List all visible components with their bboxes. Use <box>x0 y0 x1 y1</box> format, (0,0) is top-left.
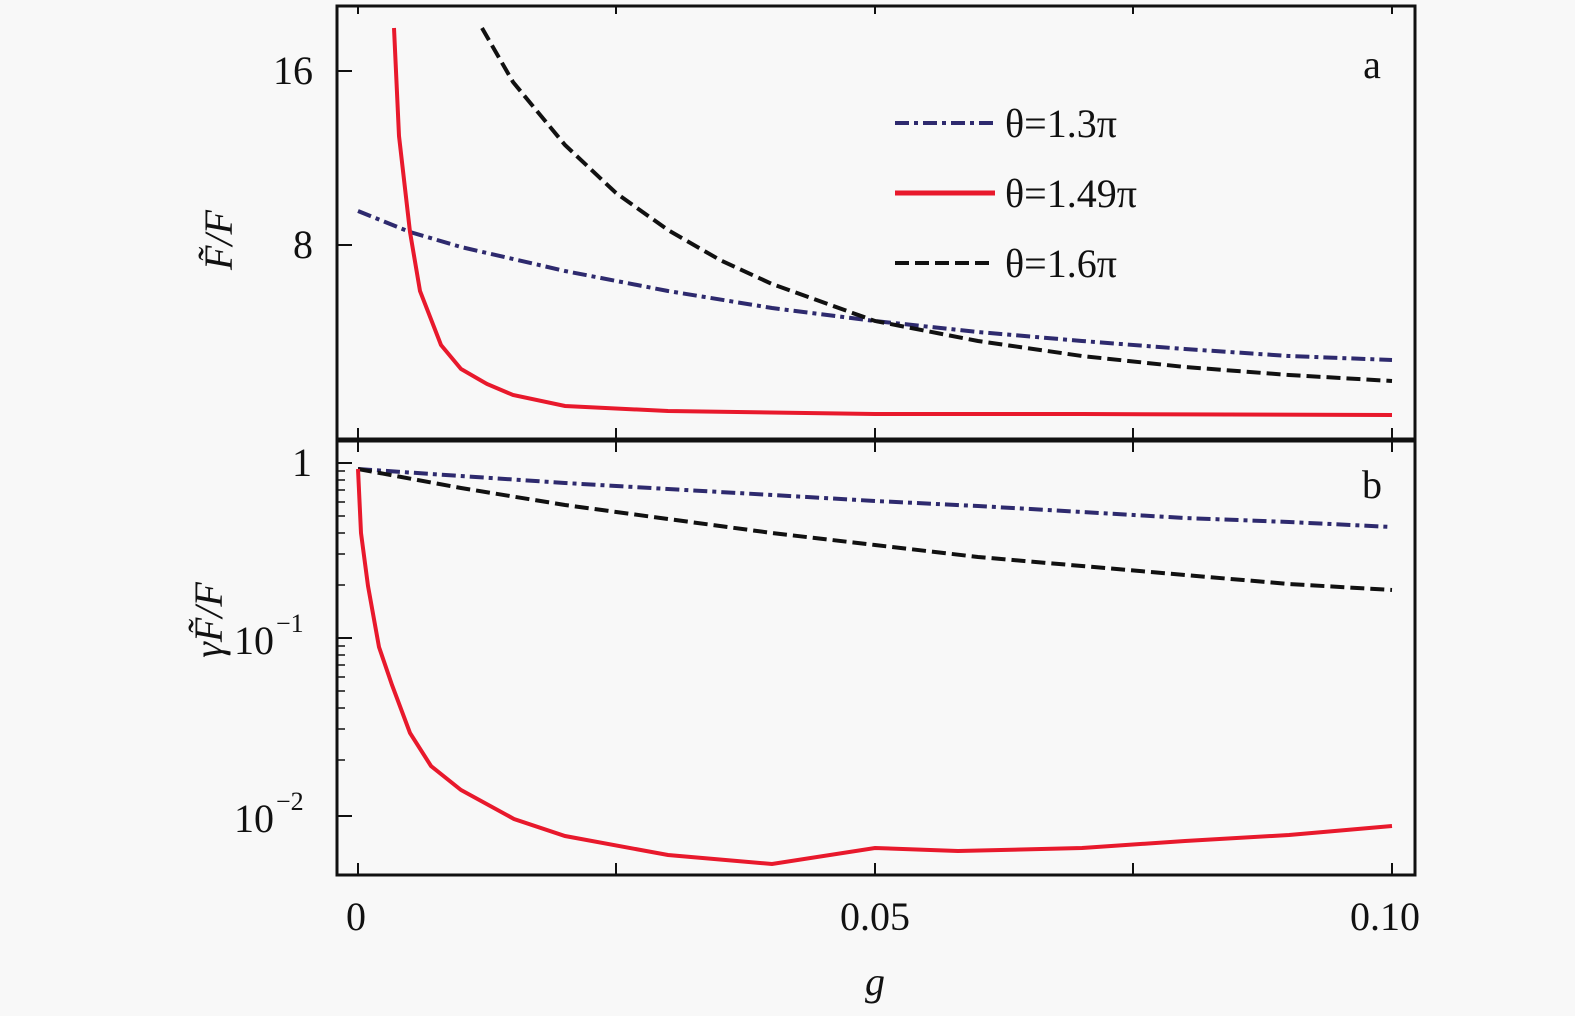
y-minor-ticks-b <box>337 470 345 761</box>
legend-label-1.3pi: θ=1.3π <box>1005 101 1117 146</box>
panel-b-series <box>356 467 1393 867</box>
series-b-theta-1.49pi <box>356 468 1393 867</box>
x-ticks <box>357 6 1393 875</box>
series-a-theta-1.3pi <box>357 209 1393 362</box>
legend-label-1.49pi: θ=1.49π <box>1005 171 1137 216</box>
y-axis-label-a: F̃/F <box>196 209 241 271</box>
y-tick-label-1: 1 <box>292 440 312 485</box>
series-a-theta-1.6pi <box>480 27 1393 383</box>
panel-label-b: b <box>1362 462 1382 507</box>
y-tick-label-0.1-base: 10 <box>234 618 274 663</box>
y-tick-label-0.1-exp: −1 <box>276 609 304 638</box>
y-tick-label-8: 8 <box>293 222 313 267</box>
legend: θ=1.3π θ=1.49π θ=1.6π <box>895 101 1137 286</box>
panel-a-series <box>357 27 1393 417</box>
x-axis-label: g <box>865 959 885 1004</box>
y-axis-label-b: γF̃/F <box>186 582 231 658</box>
x-tick-label-0.05: 0.05 <box>840 894 910 939</box>
y-tick-label-16: 16 <box>273 48 313 93</box>
x-tick-label-0.10: 0.10 <box>1350 894 1420 939</box>
y-ticks-b <box>337 462 352 817</box>
x-tick-label-0: 0 <box>346 894 366 939</box>
series-b-theta-1.3pi <box>357 467 1393 529</box>
series-a-theta-1.49pi <box>392 27 1393 417</box>
y-ticks-a <box>337 70 352 246</box>
panel-label-a: a <box>1363 42 1381 87</box>
legend-label-1.6pi: θ=1.6π <box>1005 241 1117 286</box>
y-tick-label-0.01-exp: −2 <box>276 787 304 816</box>
y-tick-label-0.01-base: 10 <box>234 796 274 841</box>
series-b-theta-1.6pi <box>357 467 1393 592</box>
